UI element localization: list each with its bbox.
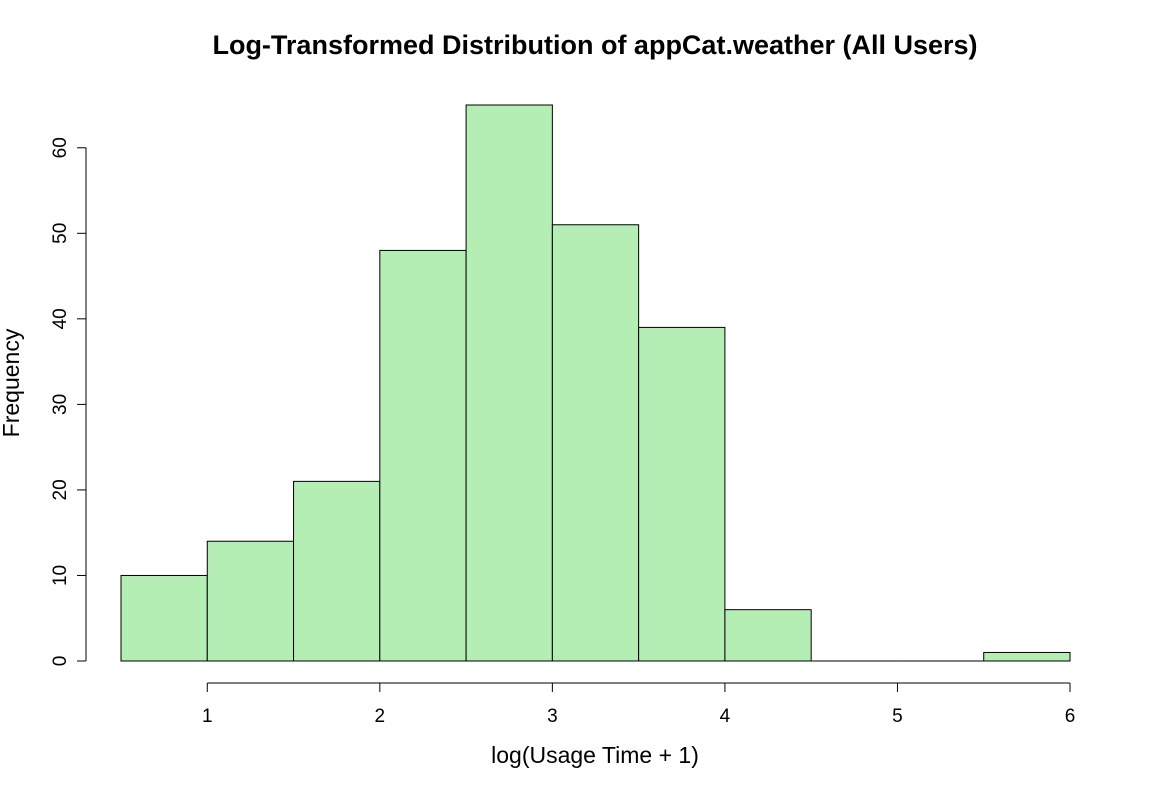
y-tick-label: 30 — [50, 394, 71, 415]
x-axis: 1 2 3 4 5 6 — [202, 682, 1076, 727]
x-tick-label: 2 — [375, 706, 386, 727]
histogram-bar — [724, 609, 812, 662]
y-tick-label: 60 — [50, 137, 71, 158]
y-tick-label: 0 — [50, 656, 71, 667]
histogram-bar — [551, 224, 640, 662]
y-axis-label: Frequency — [0, 328, 24, 437]
y-tick-label: 50 — [50, 223, 71, 244]
x-axis-label: log(Usage Time + 1) — [491, 742, 699, 768]
y-tick-label: 20 — [50, 479, 71, 500]
x-tick-label: 5 — [892, 706, 903, 727]
x-tick-label: 4 — [720, 706, 731, 727]
y-tick-label: 40 — [50, 308, 71, 329]
chart-title: Log-Transformed Distribution of appCat.w… — [212, 30, 977, 60]
histogram-bar — [293, 480, 381, 662]
histogram-bar — [206, 540, 295, 662]
x-tick-label: 6 — [1065, 706, 1076, 727]
y-tick-label: 10 — [50, 565, 71, 586]
x-tick-label: 3 — [547, 706, 558, 727]
y-axis: 0 10 20 30 40 50 60 — [50, 137, 87, 667]
histogram-bar — [638, 326, 726, 662]
histogram-bar — [983, 651, 1071, 662]
histogram-bar — [120, 574, 208, 662]
histogram-bar — [379, 249, 467, 662]
x-tick-label: 1 — [202, 706, 213, 727]
histogram-bar — [465, 104, 553, 662]
bars-group — [120, 104, 1071, 662]
